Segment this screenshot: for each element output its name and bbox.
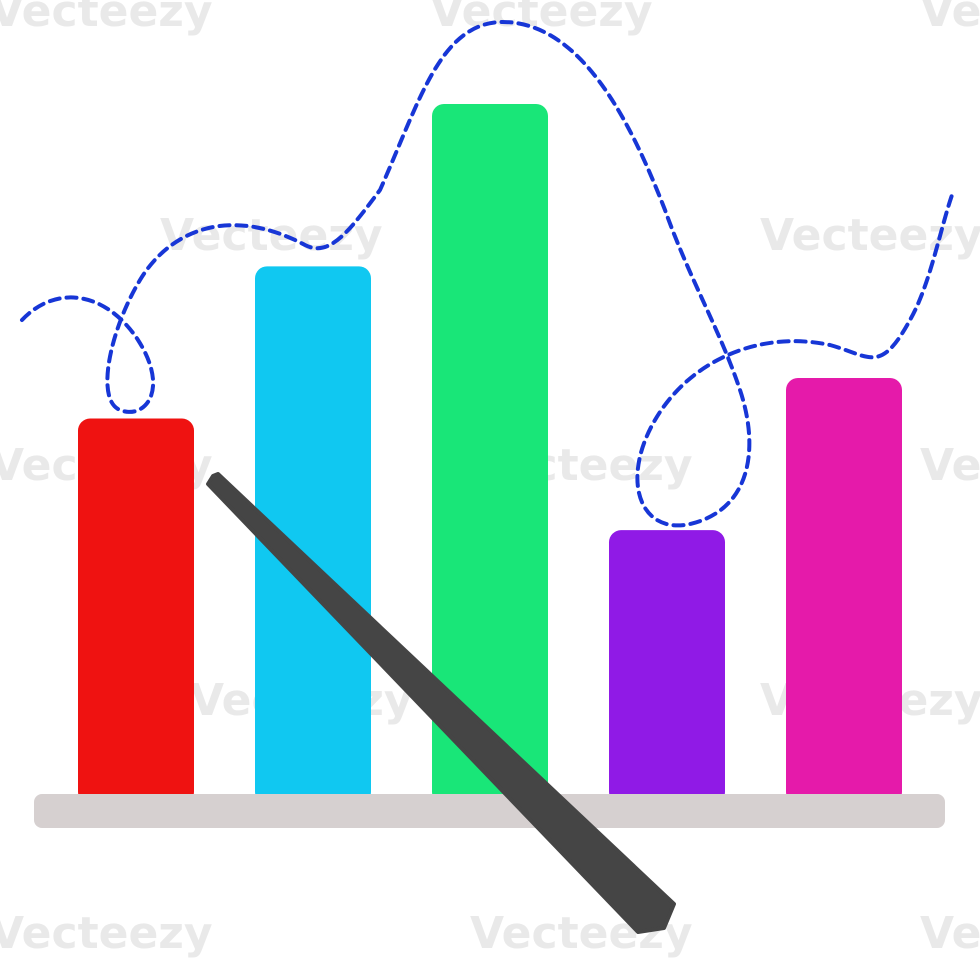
watermark-text: Vecteezy: [0, 908, 213, 959]
watermark-text: Vecteezy: [920, 908, 980, 959]
dashed-trend-line: [20, 19, 954, 528]
watermark-text: Vecteezy: [920, 0, 980, 37]
watermark-text: Vecteezy: [920, 440, 980, 491]
chart-baseline: [34, 794, 945, 828]
pointer-stick: [206, 472, 676, 934]
bar-5: [786, 377, 902, 804]
bar-3: [432, 104, 548, 804]
bar-group: [78, 104, 902, 805]
watermark-text: Vecteezy: [160, 210, 383, 261]
bar-4: [609, 530, 725, 804]
watermark-text: Vecteezy: [0, 0, 213, 37]
bar-1: [78, 418, 194, 804]
bar-2: [255, 266, 371, 805]
